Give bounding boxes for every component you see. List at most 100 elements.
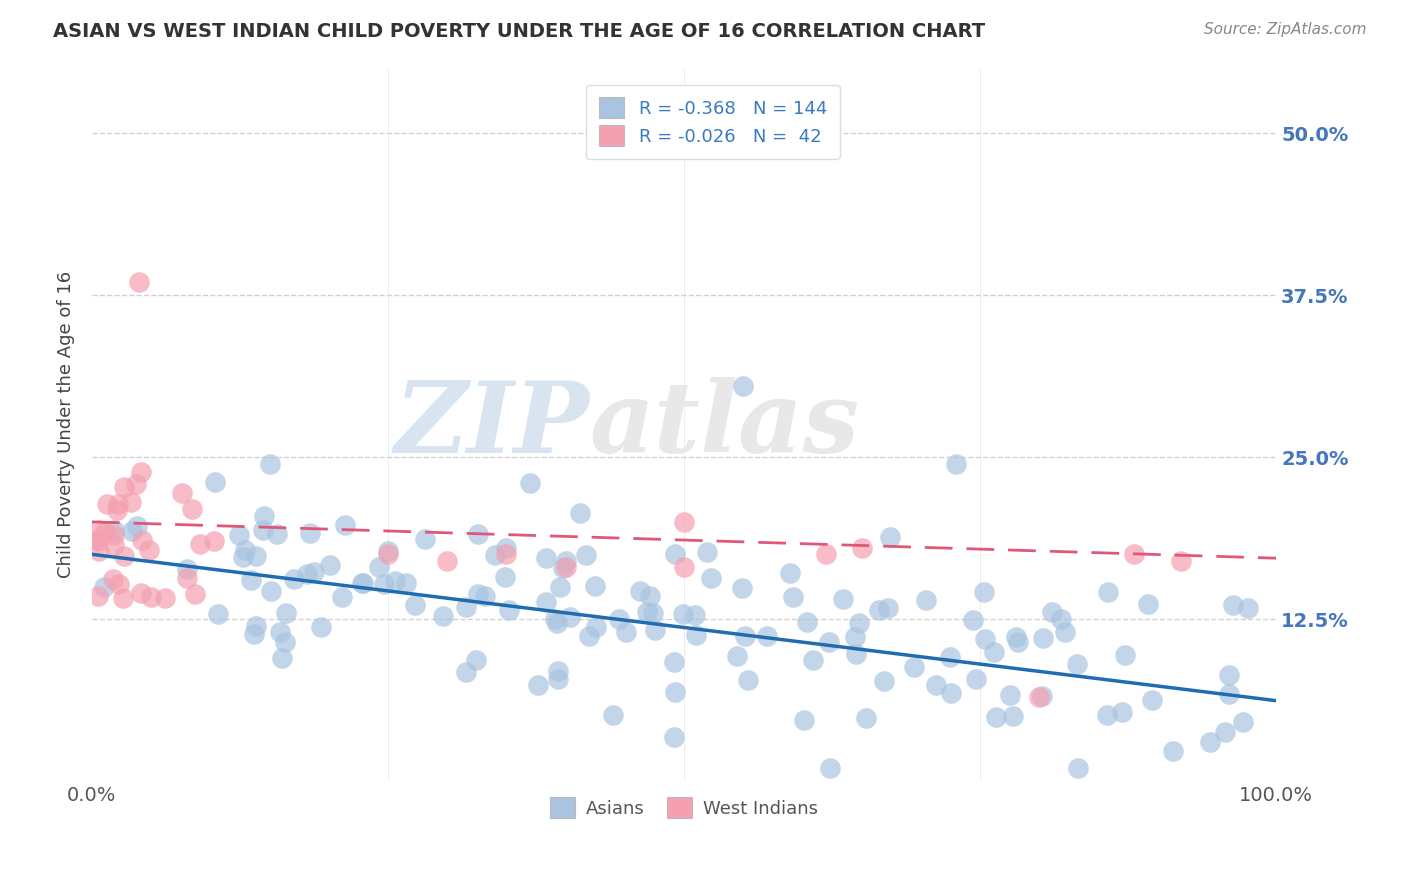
Point — [377, 547, 399, 561]
Point — [547, 672, 569, 686]
Point — [259, 457, 281, 471]
Point — [873, 673, 896, 688]
Point — [138, 543, 160, 558]
Point — [202, 534, 225, 549]
Point — [128, 275, 150, 289]
Point — [965, 673, 987, 687]
Point — [845, 647, 868, 661]
Point — [664, 685, 686, 699]
Point — [547, 665, 569, 679]
Text: Source: ZipAtlas.com: Source: ZipAtlas.com — [1204, 22, 1367, 37]
Point — [984, 709, 1007, 723]
Point — [1066, 657, 1088, 671]
Point — [640, 589, 662, 603]
Point — [1170, 554, 1192, 568]
Point — [112, 591, 135, 605]
Point — [1031, 689, 1053, 703]
Point — [636, 605, 658, 619]
Point — [112, 480, 135, 494]
Point — [903, 660, 925, 674]
Point — [467, 587, 489, 601]
Point — [877, 601, 900, 615]
Point — [252, 524, 274, 538]
Point — [330, 590, 353, 604]
Point — [925, 678, 948, 692]
Point — [107, 577, 129, 591]
Point — [848, 616, 870, 631]
Point — [700, 571, 723, 585]
Point — [498, 603, 520, 617]
Point — [270, 650, 292, 665]
Point — [673, 560, 696, 574]
Point — [725, 648, 748, 663]
Point — [153, 591, 176, 605]
Point — [602, 707, 624, 722]
Point — [818, 761, 841, 775]
Point — [1218, 668, 1240, 682]
Point — [120, 495, 142, 509]
Point — [1097, 585, 1119, 599]
Point — [628, 584, 651, 599]
Point — [536, 595, 558, 609]
Point — [495, 547, 517, 561]
Point — [644, 623, 666, 637]
Y-axis label: Child Poverty Under the Age of 16: Child Poverty Under the Age of 16 — [58, 271, 75, 578]
Point — [207, 607, 229, 621]
Point — [803, 653, 825, 667]
Point — [103, 538, 125, 552]
Point — [384, 574, 406, 588]
Legend: Asians, West Indians: Asians, West Indians — [543, 790, 825, 825]
Point — [1161, 744, 1184, 758]
Point — [779, 566, 801, 580]
Point — [1007, 635, 1029, 649]
Point — [352, 575, 374, 590]
Point — [554, 560, 576, 574]
Point — [260, 584, 283, 599]
Point — [245, 619, 267, 633]
Point — [283, 573, 305, 587]
Point — [973, 584, 995, 599]
Point — [527, 678, 550, 692]
Point — [297, 566, 319, 581]
Point — [782, 590, 804, 604]
Point — [436, 554, 458, 568]
Point — [240, 573, 263, 587]
Point — [548, 580, 571, 594]
Point — [87, 533, 110, 548]
Point — [367, 559, 389, 574]
Point — [413, 532, 436, 546]
Point — [495, 541, 517, 556]
Point — [204, 475, 226, 489]
Point — [233, 543, 256, 558]
Point — [87, 533, 110, 548]
Point — [107, 497, 129, 511]
Point — [1123, 547, 1146, 561]
Point — [405, 598, 427, 612]
Point — [103, 528, 125, 542]
Point — [298, 525, 321, 540]
Point — [139, 590, 162, 604]
Point — [232, 550, 254, 565]
Point — [1215, 724, 1237, 739]
Point — [180, 501, 202, 516]
Point — [555, 554, 578, 568]
Point — [844, 630, 866, 644]
Point — [734, 629, 756, 643]
Point — [1218, 687, 1240, 701]
Point — [578, 629, 600, 643]
Point — [274, 606, 297, 620]
Point — [695, 545, 717, 559]
Point — [170, 486, 193, 500]
Point — [1032, 631, 1054, 645]
Point — [124, 476, 146, 491]
Point — [253, 509, 276, 524]
Text: atlas: atlas — [589, 376, 859, 473]
Point — [879, 530, 901, 544]
Point — [87, 524, 110, 538]
Point — [585, 620, 607, 634]
Point — [494, 570, 516, 584]
Point — [868, 603, 890, 617]
Point — [614, 625, 637, 640]
Point — [568, 506, 591, 520]
Point — [664, 730, 686, 744]
